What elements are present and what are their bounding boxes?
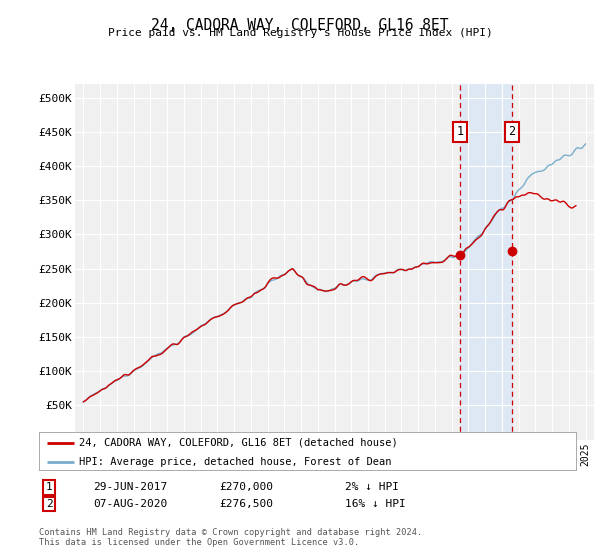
Text: 24, CADORA WAY, COLEFORD, GL16 8ET (detached house): 24, CADORA WAY, COLEFORD, GL16 8ET (deta…	[79, 438, 398, 448]
Bar	[460, 84, 512, 440]
Text: 16% ↓ HPI: 16% ↓ HPI	[345, 499, 406, 509]
Text: HPI: Average price, detached house, Forest of Dean: HPI: Average price, detached house, Fore…	[79, 457, 392, 467]
Text: £270,000: £270,000	[219, 482, 273, 492]
Text: £276,500: £276,500	[219, 499, 273, 509]
Text: Price paid vs. HM Land Registry's House Price Index (HPI): Price paid vs. HM Land Registry's House …	[107, 28, 493, 38]
Text: Contains HM Land Registry data © Crown copyright and database right 2024.
This d: Contains HM Land Registry data © Crown c…	[39, 528, 422, 547]
Text: 2% ↓ HPI: 2% ↓ HPI	[345, 482, 399, 492]
Text: 1: 1	[457, 125, 464, 138]
Text: 29-JUN-2017: 29-JUN-2017	[93, 482, 167, 492]
Text: 2: 2	[46, 499, 53, 509]
Text: 24, CADORA WAY, COLEFORD, GL16 8ET: 24, CADORA WAY, COLEFORD, GL16 8ET	[151, 18, 449, 33]
Text: 2: 2	[508, 125, 515, 138]
Text: 1: 1	[46, 482, 53, 492]
Text: 07-AUG-2020: 07-AUG-2020	[93, 499, 167, 509]
